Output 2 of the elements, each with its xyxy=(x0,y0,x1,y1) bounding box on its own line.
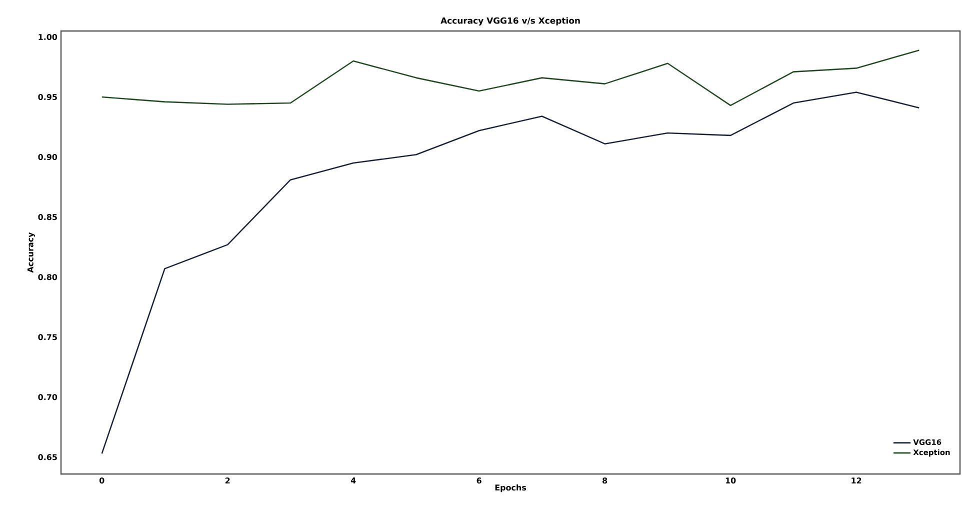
line-series xyxy=(101,50,920,106)
chart-title: Accuracy VGG16 v/s Xception xyxy=(440,17,580,26)
